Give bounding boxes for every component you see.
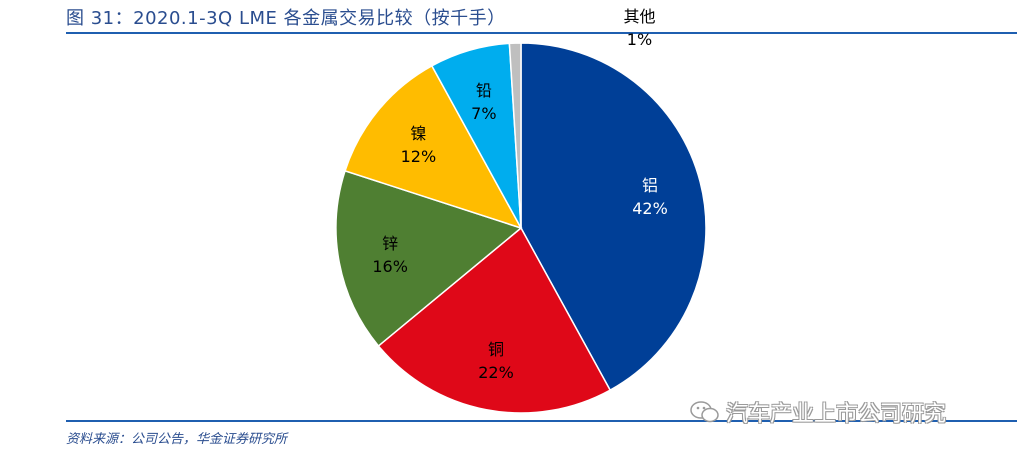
pie-slice-0 (520, 42, 707, 392)
slice-name-label-4: 铅 (476, 81, 492, 100)
slice-name-label-1: 铜 (488, 340, 504, 359)
pie-slice-2 (335, 169, 523, 347)
slice-value-label-2: 16% (372, 257, 408, 276)
title-divider (66, 32, 1017, 34)
source-divider (66, 420, 1017, 422)
slice-value-label-1: 22% (478, 363, 514, 382)
pie-slices (335, 42, 707, 414)
slice-value-label-4: 7% (471, 104, 496, 123)
slice-value-label-0: 42% (632, 199, 668, 218)
slice-value-label-3: 12% (401, 147, 437, 166)
pie-labels: 铝 42% 铜 22% 锌 16% 镍 12% 铅 7% 其他 1% (372, 7, 667, 382)
watermark-text: 汽车产业上市公司研究 (726, 402, 947, 427)
slice-name-label-2: 锌 (382, 234, 398, 253)
slice-name-label-5: 其他 (623, 7, 655, 26)
slice-value-label-5: 1% (627, 30, 652, 49)
source-note: 资料来源：公司公告，华金证券研究所 (66, 432, 288, 447)
slice-name-label-0: 铝 (642, 176, 658, 195)
wechat-icon (690, 401, 719, 423)
slice-name-label-3: 镍 (410, 124, 426, 143)
figure-title: 图 31：2020.1-3Q LME 各金属交易比较（按千手） (66, 8, 506, 29)
watermark: 汽车产业上市公司研究 (690, 396, 946, 428)
pie-slice-5 (508, 42, 522, 229)
pie-slice-3 (344, 64, 523, 230)
pie-slice-1 (377, 226, 612, 414)
